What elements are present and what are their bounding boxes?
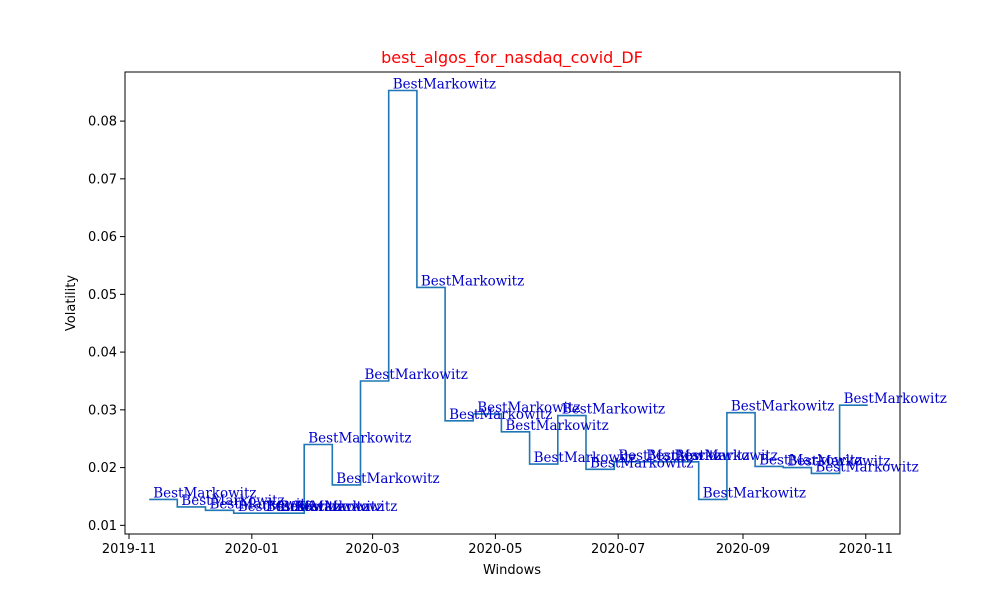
plot-frame <box>124 71 901 535</box>
x-tick-label: 2020-09 <box>716 542 770 557</box>
point-annotation: BestMarkowitz <box>618 448 721 464</box>
series-volatility <box>149 89 868 514</box>
point-annotation: BestMarkowitz <box>562 402 665 418</box>
point-annotation: BestMarkowitz <box>844 391 947 407</box>
x-tick-label: 2019-11 <box>102 542 156 557</box>
point-annotation: BestMarkowitz <box>703 485 806 501</box>
chart-title: best_algos_for_nasdaq_covid_DF <box>381 48 643 68</box>
x-tick-label: 2020-03 <box>345 542 399 557</box>
point-annotation: BestMarkowitz <box>449 407 552 423</box>
x-axis: 2019-11 2020-01 2020-03 2020-05 2020-07 2020-… <box>102 534 893 557</box>
x-tick-label: 2020-01 <box>225 542 279 557</box>
x-tick-label: 2020-07 <box>591 542 645 557</box>
y-tick-label: 0.06 <box>88 230 117 245</box>
annotations: BestMarkowitzBestMarkowitzBestMarkowitzB… <box>153 77 947 516</box>
plot-area: BestMarkowitzBestMarkowitzBestMarkowitzB… <box>124 71 947 535</box>
point-annotation: BestMarkowitz <box>266 499 369 515</box>
point-annotation: BestMarkowitz <box>590 455 693 471</box>
y-axis-label: Volatility <box>64 275 79 331</box>
y-tick-label: 0.04 <box>88 346 117 361</box>
point-annotation: BestMarkowitz <box>181 493 284 509</box>
point-annotation: BestMarkowitz <box>210 496 313 512</box>
point-annotation: BestMarkowitz <box>505 418 608 434</box>
x-tick-label: 2020-11 <box>839 542 893 557</box>
point-annotation: BestMarkowitz <box>365 367 468 383</box>
y-tick-label: 0.02 <box>88 461 117 476</box>
point-annotation: BestMarkowitz <box>815 459 918 475</box>
point-annotation: BestMarkowitz <box>534 450 637 466</box>
point-annotation: BestMarkowitz <box>294 499 397 515</box>
point-annotation: BestMarkowitz <box>759 452 862 468</box>
y-tick-label: 0.07 <box>88 172 117 187</box>
point-annotation: BestMarkowitz <box>675 448 778 464</box>
volatility-step-line <box>149 89 868 514</box>
point-annotation: BestMarkowitz <box>238 499 341 515</box>
point-annotation: BestMarkowitz <box>336 471 439 487</box>
point-annotation: BestMarkowitz <box>308 431 411 447</box>
y-axis: 0.01 0.02 0.03 0.04 0.05 0.06 0.07 0.08 <box>88 115 125 534</box>
point-annotation: BestMarkowitz <box>787 454 890 470</box>
y-tick-label: 0.05 <box>88 288 117 303</box>
point-annotation: BestMarkowitz <box>393 77 496 93</box>
point-annotation: BestMarkowitz <box>646 448 749 464</box>
point-annotation: BestMarkowitz <box>280 499 383 515</box>
y-tick-label: 0.01 <box>88 519 117 534</box>
x-tick-label: 2020-05 <box>468 542 522 557</box>
x-axis-label: Windows <box>483 563 541 578</box>
y-tick-label: 0.03 <box>88 403 117 418</box>
point-annotation: BestMarkowitz <box>421 273 524 289</box>
point-annotation: BestMarkowitz <box>731 399 834 415</box>
point-annotation: BestMarkowitz <box>153 485 256 501</box>
y-tick-label: 0.08 <box>88 115 117 130</box>
point-annotation: BestMarkowitz <box>477 400 580 416</box>
